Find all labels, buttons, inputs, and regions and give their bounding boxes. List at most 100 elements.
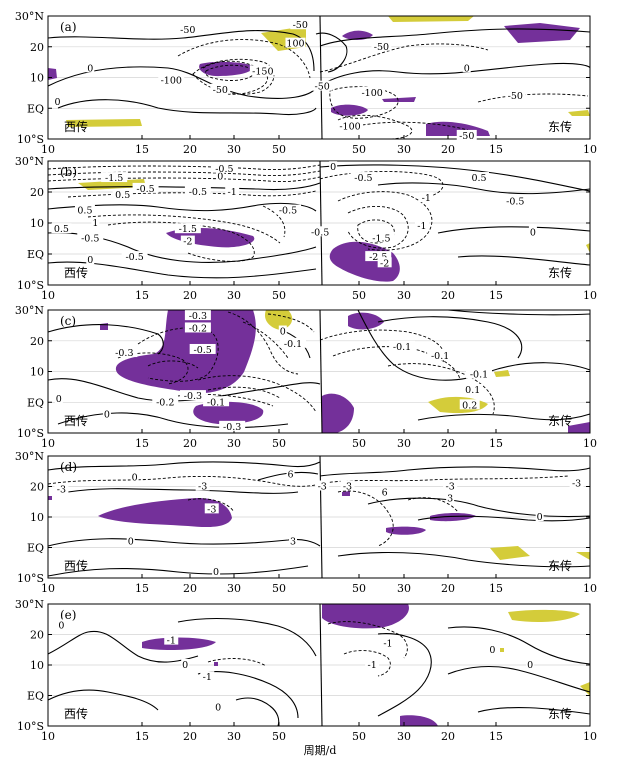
negative-shade	[400, 715, 438, 726]
positive-shade	[508, 609, 580, 622]
contour-label: -50	[293, 20, 308, 31]
contour-label: -2	[183, 237, 192, 248]
contour-label-bg	[152, 396, 179, 407]
contour-label-bg	[180, 235, 195, 246]
negative-shade	[382, 97, 416, 102]
x-tick-label: 20	[183, 582, 197, 595]
contour-label: -1	[417, 221, 426, 232]
contour-label: -3	[57, 485, 66, 496]
contour-label-bg	[130, 471, 139, 482]
x-tick-label: 10	[583, 289, 597, 302]
contour-label: 0	[213, 567, 219, 578]
contour-label-bg	[365, 251, 392, 262]
contour-label-bg	[195, 480, 210, 491]
x-tick-label: 20	[441, 437, 455, 450]
contour-label: -0.3	[115, 348, 133, 359]
y-tick-label: 10	[30, 511, 44, 524]
contour-label: 0	[182, 660, 188, 671]
contour-label: 0.1	[465, 385, 480, 396]
contour-label-bg	[214, 701, 223, 712]
contour-label-bg	[465, 368, 492, 379]
y-tick-label: 20	[30, 481, 44, 494]
contour-label: -1.5	[105, 173, 123, 184]
contour-label: -1	[367, 660, 376, 671]
west-label: 西传	[64, 413, 88, 428]
negative-shade	[48, 68, 57, 80]
x-tick-label: 10	[41, 437, 55, 450]
contour-label: 0	[87, 255, 93, 266]
contour-label-bg	[184, 310, 211, 321]
contour-label: -3	[572, 478, 581, 489]
y-tick-label: 10°S	[17, 572, 44, 585]
west-label: 西传	[64, 265, 88, 280]
x-tick-label: 10	[41, 582, 55, 595]
negative-shade	[342, 491, 350, 496]
contour-label: -50	[459, 131, 474, 142]
contour-label-bg	[57, 619, 66, 630]
contour-label-bg	[216, 170, 225, 181]
contour-label-bg	[389, 340, 416, 351]
x-tick-label: 15	[135, 143, 149, 156]
contour-label-bg	[315, 480, 330, 491]
contour-label-bg	[74, 204, 95, 215]
contour-label: -3	[198, 482, 207, 493]
contour-label-bg	[53, 96, 62, 107]
contour-lines	[47, 15, 591, 140]
contour-label-bg	[174, 223, 201, 234]
panel-tag: (e)	[60, 608, 76, 622]
contour-label: 0	[132, 472, 138, 483]
contour-label-bg	[51, 223, 72, 234]
y-tick-label: 10	[30, 217, 44, 230]
contour-label-bg	[164, 634, 179, 645]
contour-label-bg	[371, 40, 392, 51]
contour-label: -1	[383, 639, 392, 650]
contour-label: 0	[280, 327, 286, 338]
y-tick-label: EQ	[27, 102, 44, 115]
x-tick-label: 50	[272, 143, 286, 156]
contour-label-bg	[210, 83, 231, 94]
contour-lines	[47, 455, 591, 579]
contour-label-bg	[365, 659, 380, 669]
contour-label-bg	[350, 172, 377, 183]
x-tick-label: 50	[352, 437, 366, 450]
x-tick-label: 10	[583, 582, 597, 595]
contour-label: 0.5	[115, 190, 130, 201]
y-tick-label: 10	[30, 72, 44, 85]
contour-label: -100	[161, 76, 182, 87]
contour-label: 3	[447, 494, 453, 505]
contour-label: -1	[228, 187, 237, 198]
contour-label-bg	[380, 486, 389, 497]
contour-label: -50	[374, 42, 389, 53]
contour-label: -3	[343, 482, 352, 493]
x-tick-label: 20	[441, 143, 455, 156]
contour-label-bg	[184, 322, 211, 333]
contour-label-bg	[181, 659, 190, 669]
negative-shade	[430, 513, 476, 522]
contour-label-bg	[219, 420, 246, 431]
contour-label: 0	[215, 703, 221, 714]
contour-label: -3	[446, 482, 455, 493]
x-tick-label: 50	[272, 289, 286, 302]
panel-c	[47, 309, 591, 434]
x-tick-label: 20	[441, 289, 455, 302]
contour-label: -0.5	[506, 196, 524, 207]
contour-label: 0	[87, 63, 93, 74]
x-tick-label: 30	[397, 582, 411, 595]
x-tick-label: 20	[183, 437, 197, 450]
contour-label-bg	[278, 325, 287, 336]
y-tick-label: 20	[30, 335, 44, 348]
east-label: 东传	[548, 558, 572, 573]
contour-label-bg	[179, 390, 206, 401]
panel-d	[47, 455, 591, 579]
shaded-regions	[142, 604, 590, 726]
y-tick-label: EQ	[27, 396, 44, 409]
contour-label-bg	[340, 480, 355, 491]
contour-label: 0	[489, 645, 495, 656]
east-label: 东传	[548, 706, 572, 721]
contour-label-bg	[285, 37, 306, 48]
contour-label-bg	[535, 511, 544, 521]
negative-shade	[322, 393, 354, 433]
x-tick-label: 50	[352, 730, 366, 743]
contour-label-bg	[184, 186, 211, 196]
west-label: 西传	[64, 558, 88, 573]
